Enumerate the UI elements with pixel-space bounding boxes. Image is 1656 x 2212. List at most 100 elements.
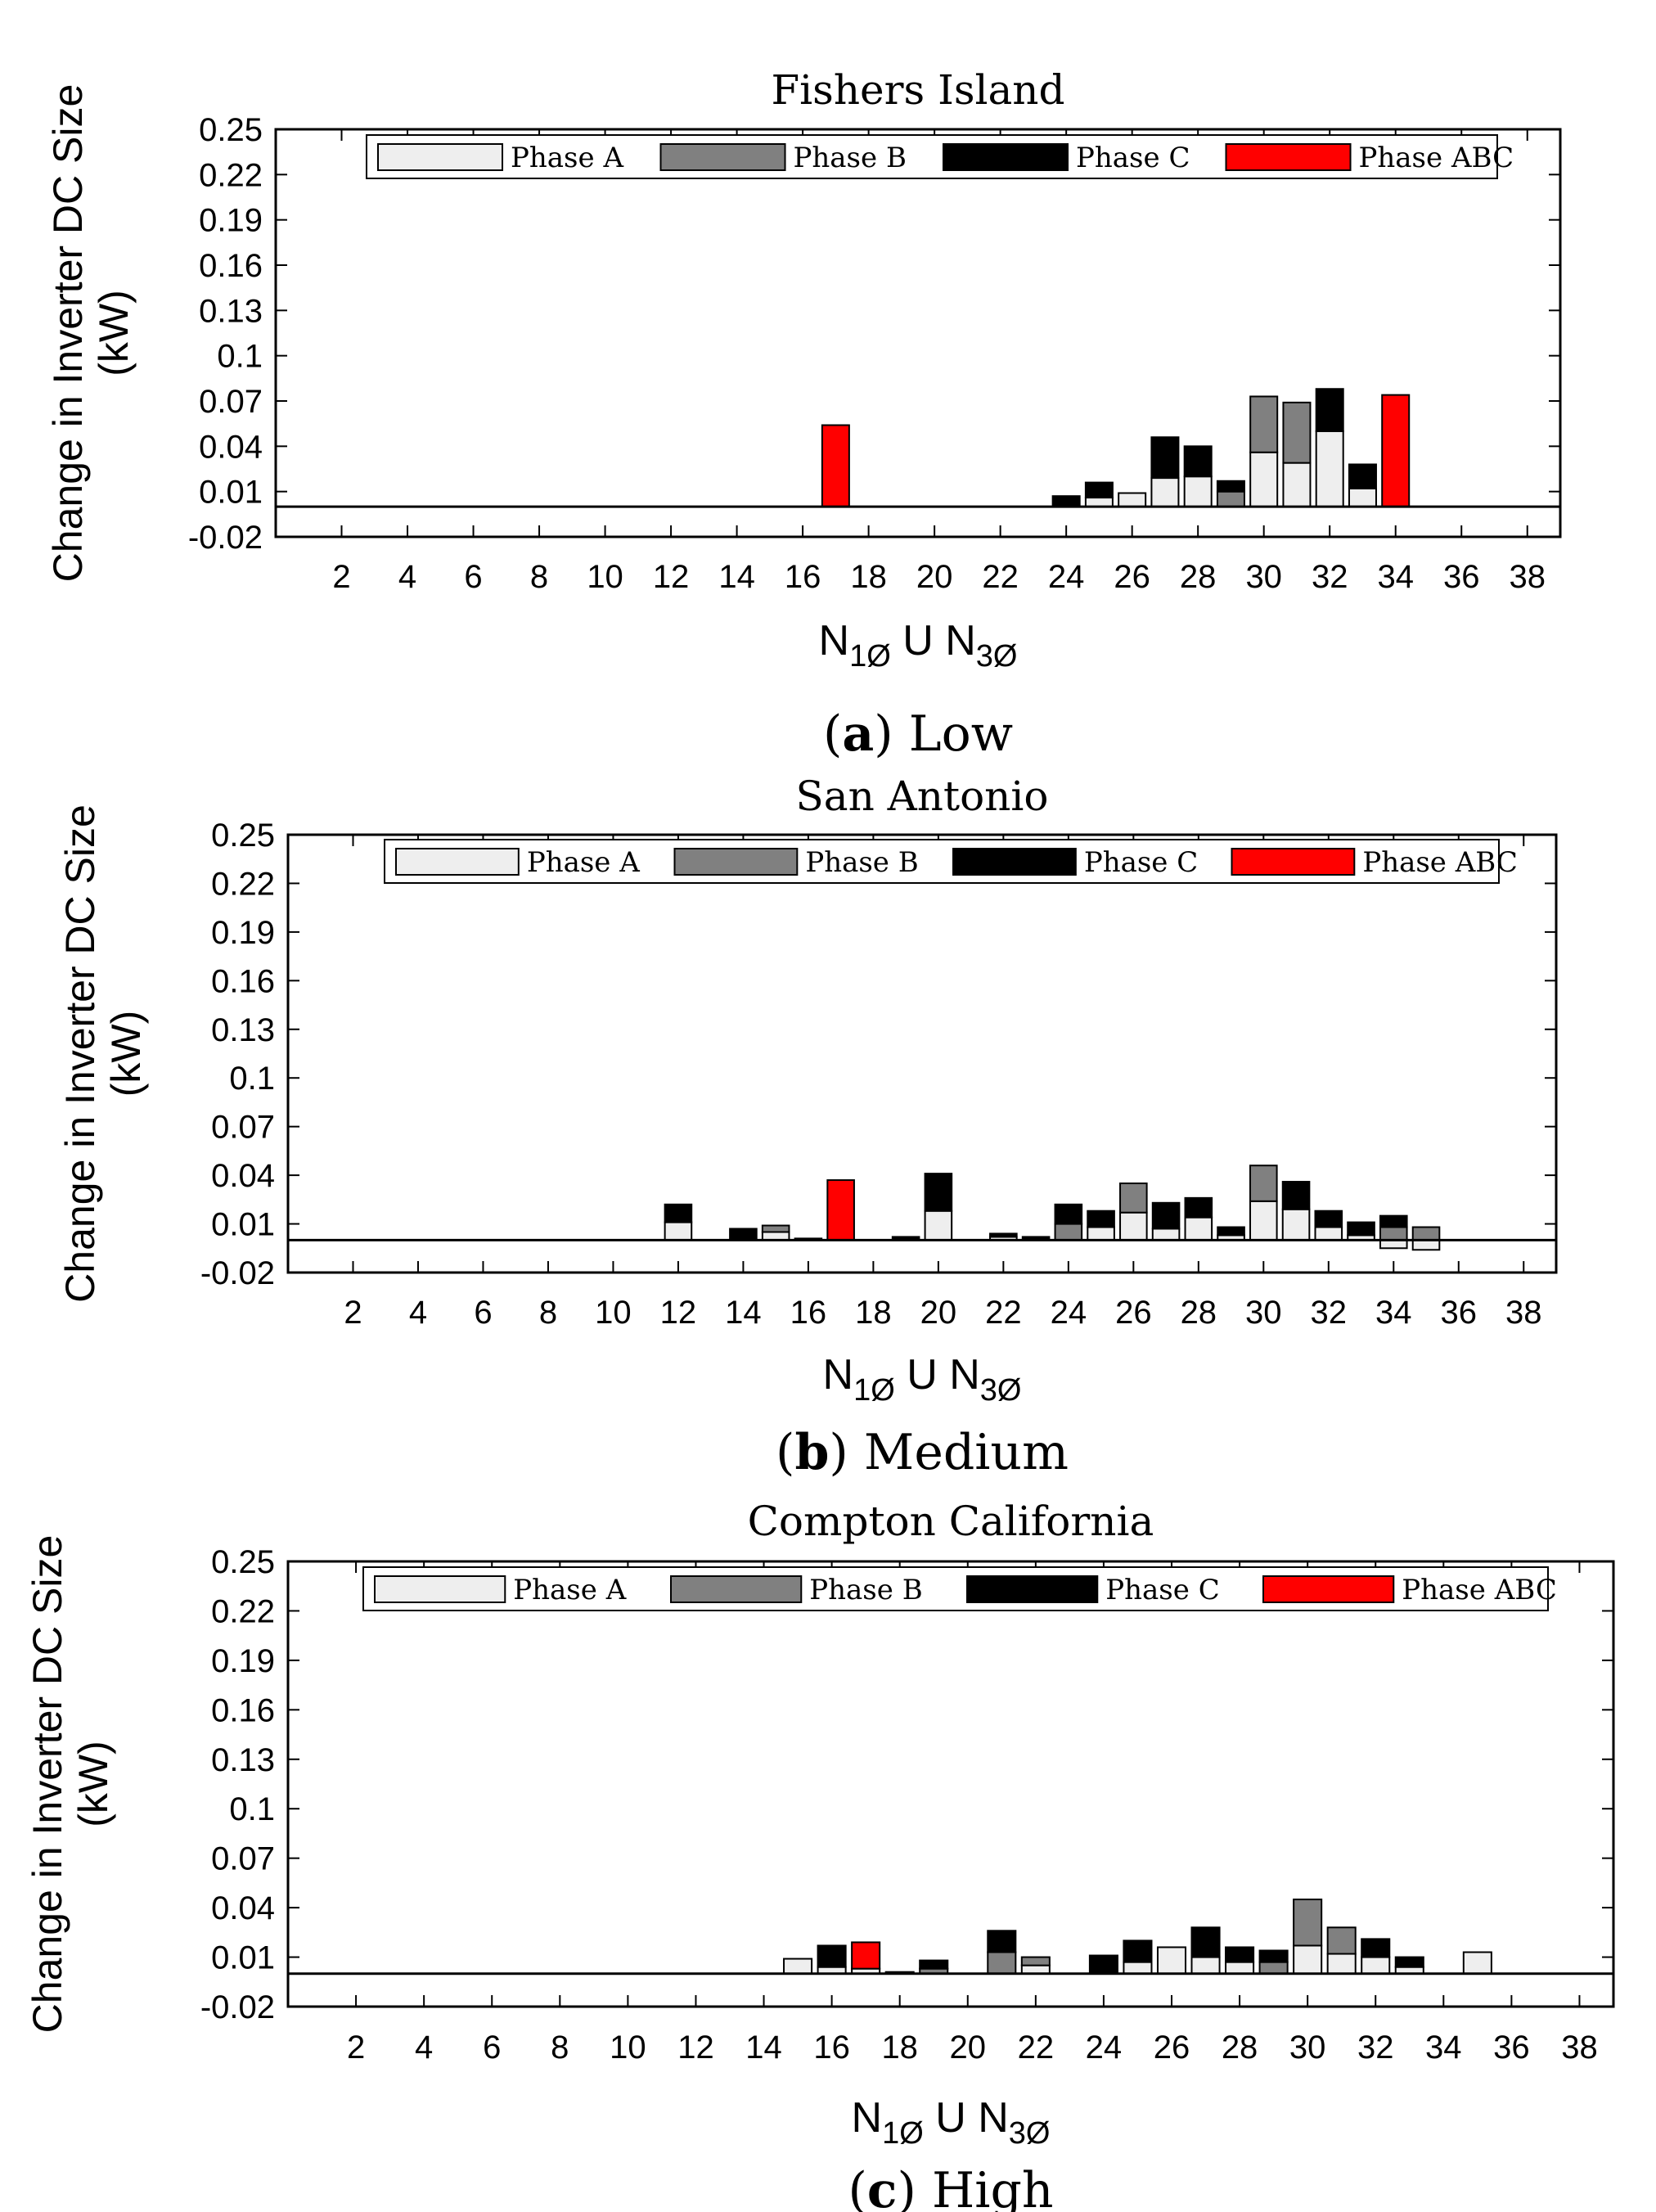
bar-x35-phase-a — [1411, 1239, 1441, 1251]
x-tick-label: 16 — [785, 559, 821, 595]
x-tick-label: 16 — [813, 2030, 850, 2066]
y-tick-label: 0.16 — [199, 248, 263, 284]
x-tick-label: 24 — [1048, 559, 1085, 595]
bar-x17-phase-abc — [821, 424, 850, 508]
y-tick-label: 0.22 — [199, 157, 263, 193]
y-axis-label-line2: (kW) — [103, 1011, 149, 1097]
bar-x29-phase-c — [1217, 1226, 1245, 1237]
bar-x28-phase-a — [1183, 475, 1213, 508]
legend-label: Phase B — [805, 846, 918, 879]
legend-label: Phase A — [511, 142, 623, 174]
bar-x28-phase-c — [1184, 1196, 1213, 1219]
x-tick-label: 8 — [539, 1295, 557, 1331]
legend: Phase A Phase B Phase C Phase ABC — [384, 839, 1518, 884]
legend-label: Phase A — [513, 1574, 626, 1606]
plot-frame — [274, 128, 1562, 538]
bar-x28-phase-a — [1225, 1961, 1255, 1975]
bar-x17-phase-abc — [826, 1179, 855, 1241]
bar-x30-phase-a — [1249, 451, 1279, 508]
x-tick-label: 24 — [1086, 2030, 1123, 2066]
bar-x27-phase-a — [1151, 1228, 1181, 1241]
legend: Phase A Phase B Phase C Phase ABC — [366, 134, 1514, 179]
x-tick-label: 10 — [587, 559, 623, 595]
x-tick-label: 18 — [855, 1295, 892, 1331]
x-axis-label-sub1: 1Ø — [853, 1373, 895, 1408]
bar-x14-phase-c — [729, 1228, 758, 1241]
legend-swatch-phase-a — [377, 143, 504, 171]
bar-x30-phase-a — [1293, 1944, 1323, 1975]
x-tick-label: 38 — [1509, 559, 1546, 595]
y-tick-label: 0.25 — [211, 818, 275, 854]
x-tick-label: 28 — [1180, 559, 1217, 595]
y-tick-label: 0.01 — [199, 475, 263, 511]
legend-swatch-phase-abc — [1262, 1575, 1395, 1603]
y-tick-label: 0.16 — [211, 963, 275, 999]
bar-x25-phase-a — [1123, 1961, 1153, 1975]
bar-x33-phase-c — [1394, 1956, 1424, 1968]
x-tick-label: 4 — [415, 2030, 433, 2066]
x-axis-label: N1Ø U N3Ø — [823, 1351, 1022, 1408]
y-tick-label: -0.02 — [200, 1989, 275, 2025]
x-tick-label: 12 — [677, 2030, 714, 2066]
y-tick-label: 0.22 — [211, 866, 275, 902]
legend-swatch-phase-abc — [1225, 143, 1352, 171]
bar-x24-phase-c — [1088, 1954, 1118, 1975]
bar-x35-phase-a — [1462, 1951, 1492, 1975]
x-axis-label-sub2: 3Ø — [1009, 2116, 1051, 2151]
panel-caption: (a) Low — [823, 705, 1013, 763]
bar-x28-phase-c — [1183, 445, 1213, 478]
bar-x20-phase-c — [924, 1173, 953, 1212]
y-tick-label: 0.19 — [211, 1643, 275, 1679]
panel-caption: (c) High — [848, 2162, 1053, 2212]
plot-frame — [286, 833, 1558, 1274]
x-axis-label-mid: U — [891, 617, 945, 665]
bar-x15-phase-b — [761, 1224, 790, 1233]
bar-x32-phase-c — [1315, 388, 1344, 432]
x-tick-label: 12 — [653, 559, 690, 595]
y-axis-label-line2: (kW) — [91, 290, 137, 376]
bar-x25-phase-c — [1087, 1210, 1115, 1228]
legend-swatch-phase-abc — [1231, 848, 1356, 876]
y-tick-label: 0.01 — [211, 1940, 275, 1976]
bar-x30-phase-b — [1249, 395, 1279, 453]
caption-paren-open: ( — [848, 2162, 866, 2212]
x-tick-label: 30 — [1289, 2030, 1326, 2066]
y-axis-label-line1: Change in Inverter DC Size — [25, 1535, 70, 2034]
bar-x25-phase-a — [1084, 497, 1114, 508]
bar-x27-phase-c — [1190, 1926, 1221, 1958]
y-axis-label-line1: Change in Inverter DC Size — [45, 84, 91, 583]
y-tick-label: 0.1 — [229, 1791, 275, 1827]
bar-x34-phase-b — [1379, 1226, 1408, 1241]
chart-title: Compton California — [748, 1498, 1154, 1545]
bar-x22-phase-b — [1020, 1956, 1051, 1966]
legend-label: Phase C — [1084, 846, 1198, 879]
x-tick-label: 24 — [1051, 1295, 1087, 1331]
caption-paren-close: ) — [874, 705, 908, 763]
x-tick-label: 34 — [1425, 2030, 1462, 2066]
bar-x12-phase-a — [664, 1221, 693, 1241]
x-tick-label: 6 — [474, 1295, 492, 1331]
bar-x21-phase-b — [987, 1951, 1017, 1975]
y-tick-label: 0.01 — [211, 1207, 275, 1243]
bar-x32-phase-a — [1315, 430, 1344, 508]
bar-x26-phase-b — [1119, 1183, 1148, 1214]
x-tick-label: 12 — [660, 1295, 697, 1331]
x-tick-label: 22 — [982, 559, 1019, 595]
x-tick-label: 8 — [530, 559, 548, 595]
x-tick-label: 36 — [1493, 2030, 1530, 2066]
bar-x31-phase-a — [1326, 1953, 1357, 1975]
bar-x20-phase-a — [924, 1210, 953, 1241]
x-axis-label-main2: N — [945, 617, 976, 665]
y-tick-label: 0.04 — [211, 1890, 275, 1926]
y-axis-label-line2: (kW) — [70, 1741, 116, 1827]
x-axis-label-sub1: 1Ø — [849, 639, 891, 674]
bar-x24-phase-c — [1051, 495, 1081, 508]
x-axis-label: N1Ø U N3Ø — [852, 2094, 1051, 2151]
panel-compton-california: Compton California0.250.220.190.160.130.… — [25, 1498, 1615, 2212]
bar-x31-phase-b — [1326, 1926, 1357, 1955]
x-tick-label: 32 — [1311, 1295, 1348, 1331]
legend-label: Phase B — [809, 1574, 922, 1606]
y-axis-label: Change in Inverter DC Size(kW) — [45, 84, 137, 583]
legend-swatch-phase-b — [670, 1575, 803, 1603]
